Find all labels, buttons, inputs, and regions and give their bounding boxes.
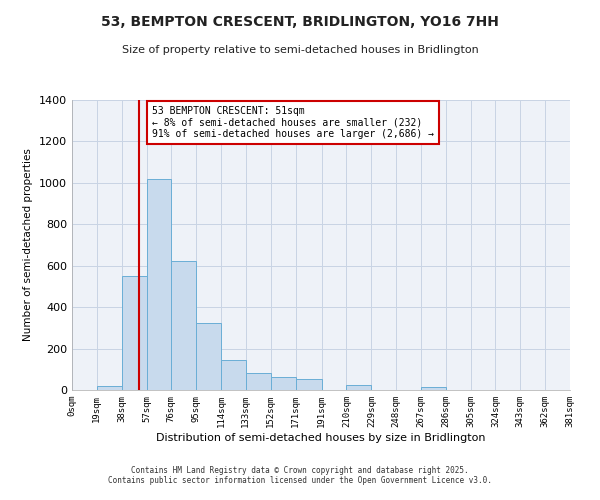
Bar xyxy=(421,387,446,390)
Text: 53 BEMPTON CRESCENT: 51sqm
← 8% of semi-detached houses are smaller (232)
91% of: 53 BEMPTON CRESCENT: 51sqm ← 8% of semi-… xyxy=(152,106,434,139)
X-axis label: Distribution of semi-detached houses by size in Bridlington: Distribution of semi-detached houses by … xyxy=(156,432,486,442)
Bar xyxy=(296,378,322,390)
Text: Contains HM Land Registry data © Crown copyright and database right 2025.
Contai: Contains HM Land Registry data © Crown c… xyxy=(108,466,492,485)
Bar xyxy=(172,260,196,390)
Bar xyxy=(122,276,146,390)
Y-axis label: Number of semi-detached properties: Number of semi-detached properties xyxy=(23,148,34,342)
Bar xyxy=(97,386,122,390)
Text: Size of property relative to semi-detached houses in Bridlington: Size of property relative to semi-detach… xyxy=(122,45,478,55)
Text: 53, BEMPTON CRESCENT, BRIDLINGTON, YO16 7HH: 53, BEMPTON CRESCENT, BRIDLINGTON, YO16 … xyxy=(101,15,499,29)
Bar xyxy=(346,385,371,390)
Bar xyxy=(271,376,296,390)
Bar xyxy=(196,322,221,390)
Bar xyxy=(246,374,271,390)
Bar xyxy=(146,178,172,390)
Bar xyxy=(221,360,246,390)
